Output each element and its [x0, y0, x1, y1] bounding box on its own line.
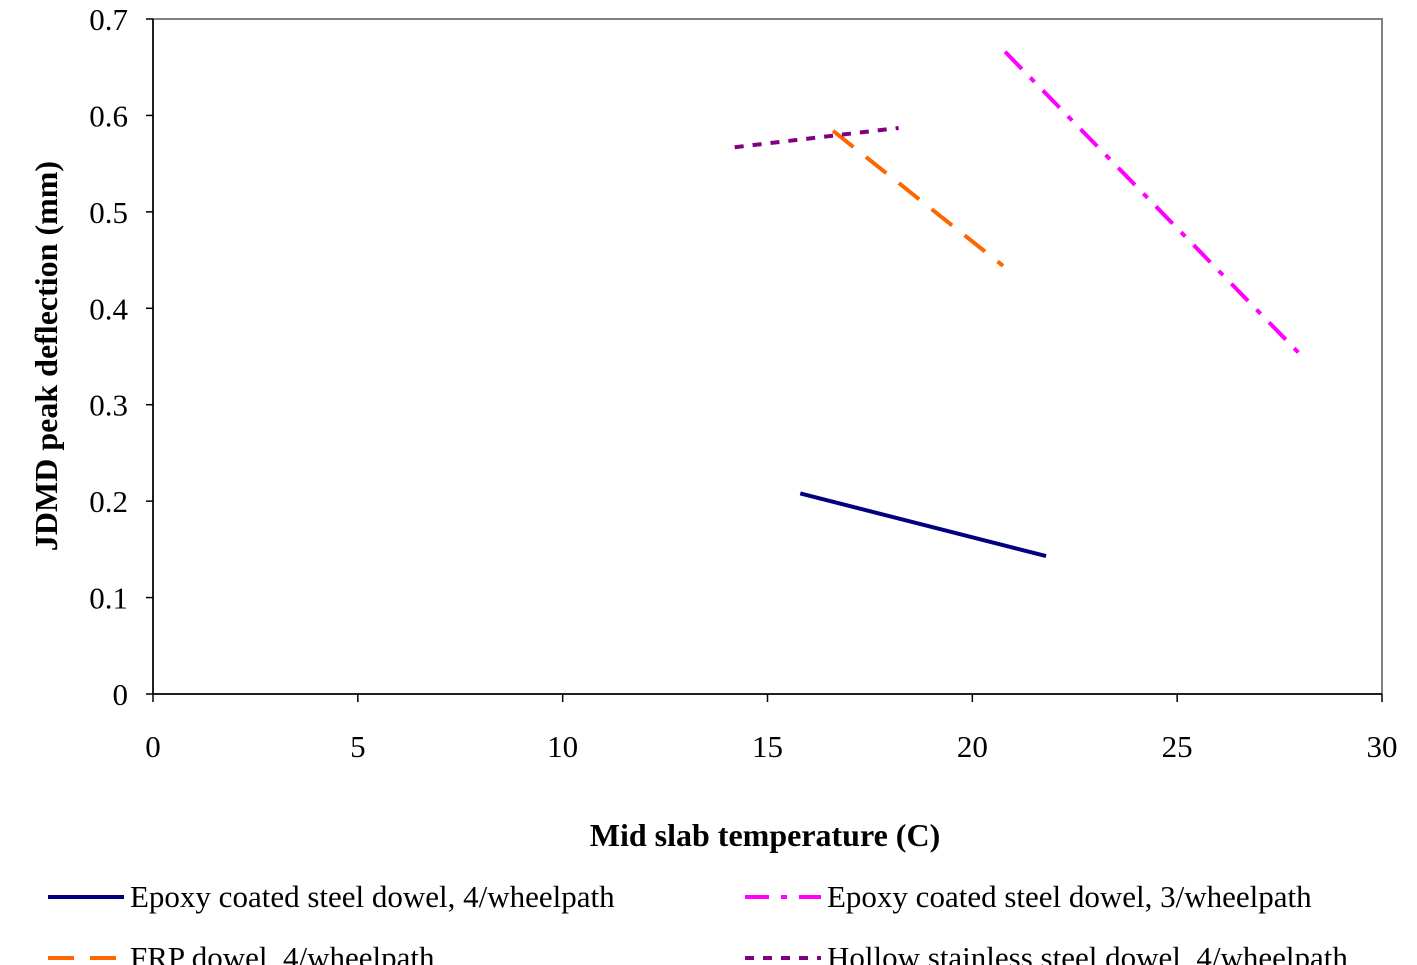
x-tick-label: 25 [1162, 729, 1193, 764]
series-line-1 [1003, 50, 1306, 360]
x-tick-label: 5 [350, 729, 366, 764]
x-tick-label: 10 [547, 729, 578, 764]
series-line-3 [734, 125, 899, 150]
x-axis-label: Mid slab temperature (C) [590, 817, 940, 853]
legend-entry: Epoxy coated steel dowel, 3/wheelpath [827, 879, 1312, 914]
y-tick-label: 0.2 [89, 484, 128, 519]
y-axis-label: JDMD peak deflection (mm) [28, 161, 64, 551]
legend-entry: Epoxy coated steel dowel, 4/wheelpath [130, 879, 615, 914]
y-tick-label: 0.1 [89, 581, 128, 616]
y-tick-label: 0 [113, 677, 129, 712]
x-tick-label: 20 [957, 729, 988, 764]
legend: Epoxy coated steel dowel, 4/wheelpath FRP… [48, 879, 1348, 965]
x-tick-label: 30 [1367, 729, 1398, 764]
series-lines [734, 50, 1306, 559]
x-tick-label: 0 [145, 729, 161, 764]
axes: 0 5 10 15 20 25 30 0 0.1 0.2 0.3 0.4 0.5 0.6 0.7 [89, 2, 1397, 764]
y-tick-label: 0.3 [89, 388, 128, 423]
legend-entry: FRP dowel, 4/wheelpath [130, 940, 435, 965]
y-tick-label: 0.7 [89, 2, 128, 37]
y-tick-label: 0.5 [89, 195, 128, 230]
series-line-2 [831, 129, 1005, 268]
y-tick-label: 0.6 [89, 98, 128, 133]
legend-entry: Hollow stainless steel dowel, 4/wheelpat… [827, 940, 1348, 965]
plot-area [152, 18, 1383, 695]
series-line-0 [799, 491, 1047, 559]
y-tick-label: 0.4 [89, 291, 128, 326]
x-tick-label: 15 [752, 729, 783, 764]
